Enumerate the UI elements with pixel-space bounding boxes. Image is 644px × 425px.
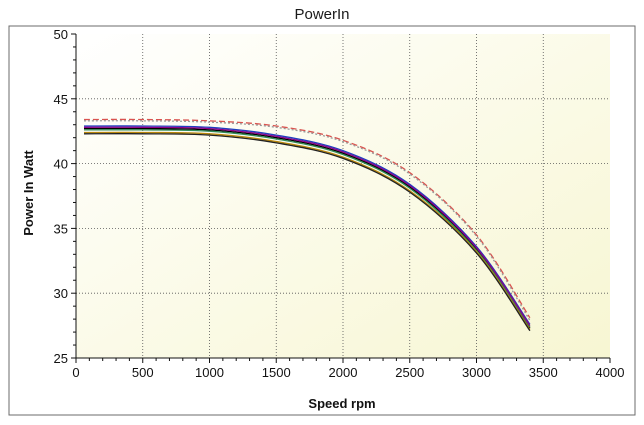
series-line-4	[84, 127, 531, 329]
series-layer	[84, 118, 531, 332]
series-line-8	[84, 133, 531, 332]
x-tick-label: 2500	[395, 365, 424, 380]
axis-layer: 0 500 1000 1500 2000 2500 3000 3500 4000 25 30 35 40…	[54, 27, 625, 380]
x-tick-label: 1000	[195, 365, 224, 380]
grid-layer	[76, 34, 610, 358]
x-axis-label: Speed rpm	[308, 396, 375, 411]
series-line-7	[84, 131, 531, 330]
y-axis-label: Power In Watt	[21, 150, 36, 236]
x-tick-label: 500	[132, 365, 154, 380]
x-tick-label: 4000	[596, 365, 625, 380]
series-line-2	[84, 120, 531, 321]
chart-title: PowerIn	[294, 6, 349, 23]
series-line-5	[84, 129, 531, 328]
series-line-3	[84, 125, 531, 325]
y-tick-label: 30	[54, 286, 68, 301]
x-tick-label: 3000	[462, 365, 491, 380]
series-line-1	[84, 118, 531, 319]
x-tick-label: 2000	[329, 365, 358, 380]
y-tick-label: 50	[54, 27, 68, 42]
x-tick-label: 3500	[529, 365, 558, 380]
series-line-6	[84, 126, 531, 326]
x-tick-label: 0	[72, 365, 79, 380]
y-tick-label: 40	[54, 157, 68, 172]
y-tick-label: 45	[54, 92, 68, 107]
y-tick-label: 25	[54, 351, 68, 366]
x-tick-label: 1500	[262, 365, 291, 380]
y-tick-label: 35	[54, 221, 68, 236]
